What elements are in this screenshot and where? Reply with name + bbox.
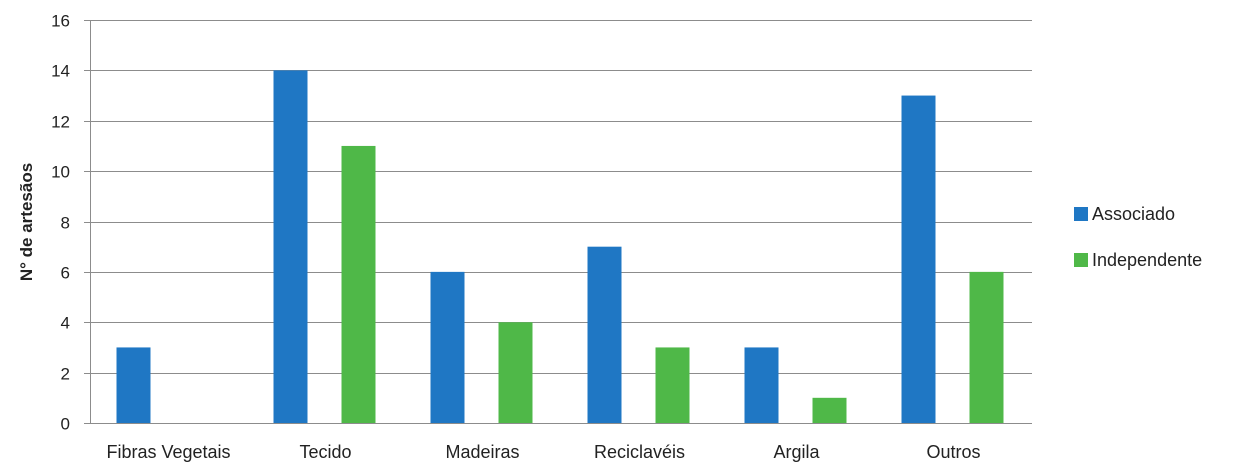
legend-label-independente: Independente bbox=[1092, 250, 1202, 270]
bar-associado-4 bbox=[744, 347, 779, 423]
bar-independente-1 bbox=[341, 145, 376, 423]
y-tick-label: 10 bbox=[51, 163, 70, 182]
x-category-label: Argila bbox=[773, 442, 820, 462]
bar-independente-3 bbox=[655, 347, 690, 423]
x-category-label: Madeiras bbox=[445, 442, 519, 462]
legend-swatch-associado bbox=[1074, 207, 1088, 221]
legend-label-associado: Associado bbox=[1092, 204, 1175, 224]
legend-swatch-independente bbox=[1074, 253, 1088, 267]
legend: Associado Independente bbox=[1074, 204, 1202, 270]
bar-independente-5 bbox=[969, 271, 1004, 423]
bar-independente-4 bbox=[812, 397, 847, 423]
y-tick-label: 2 bbox=[61, 365, 70, 384]
bars bbox=[116, 70, 1004, 423]
x-category-label: Fibras Vegetais bbox=[106, 442, 230, 462]
x-category-label: Outros bbox=[926, 442, 980, 462]
bar-associado-2 bbox=[430, 271, 465, 423]
bar-associado-3 bbox=[587, 246, 622, 423]
y-axis-label: N° de artesãos bbox=[17, 163, 36, 281]
x-category-label: Reciclavéis bbox=[594, 442, 685, 462]
y-tick-label: 0 bbox=[61, 415, 70, 434]
y-tick-label: 12 bbox=[51, 113, 70, 132]
y-axis-ticks: 0 2 4 6 8 10 12 14 16 bbox=[51, 12, 70, 434]
x-axis-categories: Fibras Vegetais Tecido Madeiras Reciclavéis… bbox=[106, 442, 980, 462]
bar-associado-0 bbox=[116, 347, 151, 423]
y-tick-label: 14 bbox=[51, 62, 70, 81]
y-tick-label: 6 bbox=[61, 264, 70, 283]
y-tick-label: 4 bbox=[61, 314, 70, 333]
bar-independente-2 bbox=[498, 322, 533, 423]
x-category-label: Tecido bbox=[299, 442, 351, 462]
y-tick-label: 16 bbox=[51, 12, 70, 31]
gridlines bbox=[84, 20, 1032, 424]
y-tick-label: 8 bbox=[61, 214, 70, 233]
bar-associado-5 bbox=[901, 95, 936, 423]
bar-associado-1 bbox=[273, 70, 308, 423]
